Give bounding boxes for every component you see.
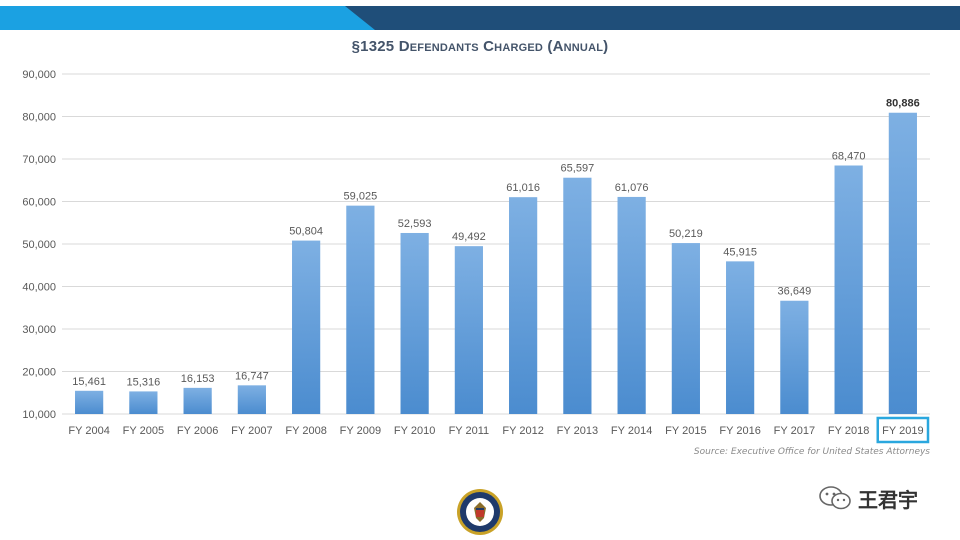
data-label: 65,597 <box>561 163 595 175</box>
wechat-icon <box>819 486 851 510</box>
bar <box>75 390 104 414</box>
x-tick-label: FY 2005 <box>123 425 164 437</box>
data-label: 80,886 <box>886 98 920 110</box>
bar <box>454 246 483 414</box>
y-tick-label: 40,000 <box>22 282 56 294</box>
x-tick-label: FY 2017 <box>774 425 815 437</box>
x-axis-ticks: FY 2004 FY 2005 FY 2006 FY 2007 FY 2008 FY 20… <box>68 416 930 444</box>
y-tick-label: 90,000 <box>22 69 56 81</box>
y-tick-label: 60,000 <box>22 197 56 209</box>
x-tick-label: FY 2010 <box>394 425 435 437</box>
data-label: 16,153 <box>181 373 215 385</box>
watermark-text: 王君宇 <box>858 487 918 512</box>
x-tick-label: FY 2019 <box>882 425 923 437</box>
x-tick-label: FY 2014 <box>611 425 652 437</box>
x-tick-label: FY 2008 <box>285 425 326 437</box>
bar <box>346 205 375 414</box>
bar <box>129 391 158 414</box>
data-label: 50,219 <box>669 228 703 240</box>
watermark: 王君宇 <box>818 484 918 512</box>
y-tick-label: 30,000 <box>22 324 56 336</box>
x-tick-label: FY 2018 <box>828 425 869 437</box>
data-label: 61,016 <box>506 182 540 194</box>
data-label: 49,492 <box>452 231 486 243</box>
x-tick-label: FY 2006 <box>177 425 218 437</box>
data-label: 52,593 <box>398 218 432 230</box>
bar-chart: 10,000 20,000 30,000 40,000 50,000 60,000 70,0… <box>22 69 930 444</box>
bar <box>834 165 863 414</box>
data-label: 59,025 <box>344 191 378 203</box>
bar <box>292 240 321 414</box>
data-label: 16,747 <box>235 370 269 382</box>
y-tick-label: 10,000 <box>22 409 56 421</box>
data-label: 45,915 <box>723 246 757 258</box>
chart-title: §1325 Defendants Charged (Annual) <box>351 38 609 55</box>
x-tick-label: FY 2011 <box>449 425 490 437</box>
x-tick-label: FY 2013 <box>557 425 598 437</box>
y-tick-label: 80,000 <box>22 112 56 124</box>
y-tick-label: 50,000 <box>22 239 56 251</box>
x-tick-label: FY 2015 <box>665 425 706 437</box>
x-tick-label: FY 2016 <box>719 425 760 437</box>
banner-light-band <box>0 6 375 30</box>
data-label: 15,461 <box>72 376 106 388</box>
top-banner <box>0 6 960 30</box>
data-label: 15,316 <box>127 376 161 388</box>
gridlines <box>62 73 930 415</box>
data-labels: 15,461 15,316 16,153 16,747 50,804 59,025 52,5… <box>72 98 919 389</box>
bar <box>237 385 266 414</box>
data-label: 61,076 <box>615 182 649 194</box>
bar <box>563 177 592 414</box>
bar <box>671 243 700 414</box>
bar <box>617 196 646 414</box>
bar <box>888 112 917 414</box>
x-tick-label: FY 2004 <box>68 425 109 437</box>
data-label: 50,804 <box>289 226 323 238</box>
highlight-box <box>876 416 930 444</box>
data-label: 68,470 <box>832 151 866 163</box>
bar <box>509 197 538 414</box>
bar <box>726 261 755 414</box>
bar <box>780 300 809 414</box>
y-tick-label: 70,000 <box>22 154 56 166</box>
y-axis-ticks: 10,000 20,000 30,000 40,000 50,000 60,000 70,0… <box>22 69 56 421</box>
bar <box>183 387 212 414</box>
bars <box>75 112 917 414</box>
bar <box>400 232 429 414</box>
x-tick-label: FY 2007 <box>231 425 272 437</box>
data-label: 36,649 <box>778 286 812 298</box>
x-tick-label: FY 2009 <box>340 425 381 437</box>
source-note: Source: Executive Office for United Stat… <box>693 447 930 457</box>
doj-seal-icon <box>457 489 503 535</box>
y-tick-label: 20,000 <box>22 367 56 379</box>
x-tick-label: FY 2012 <box>502 425 543 437</box>
